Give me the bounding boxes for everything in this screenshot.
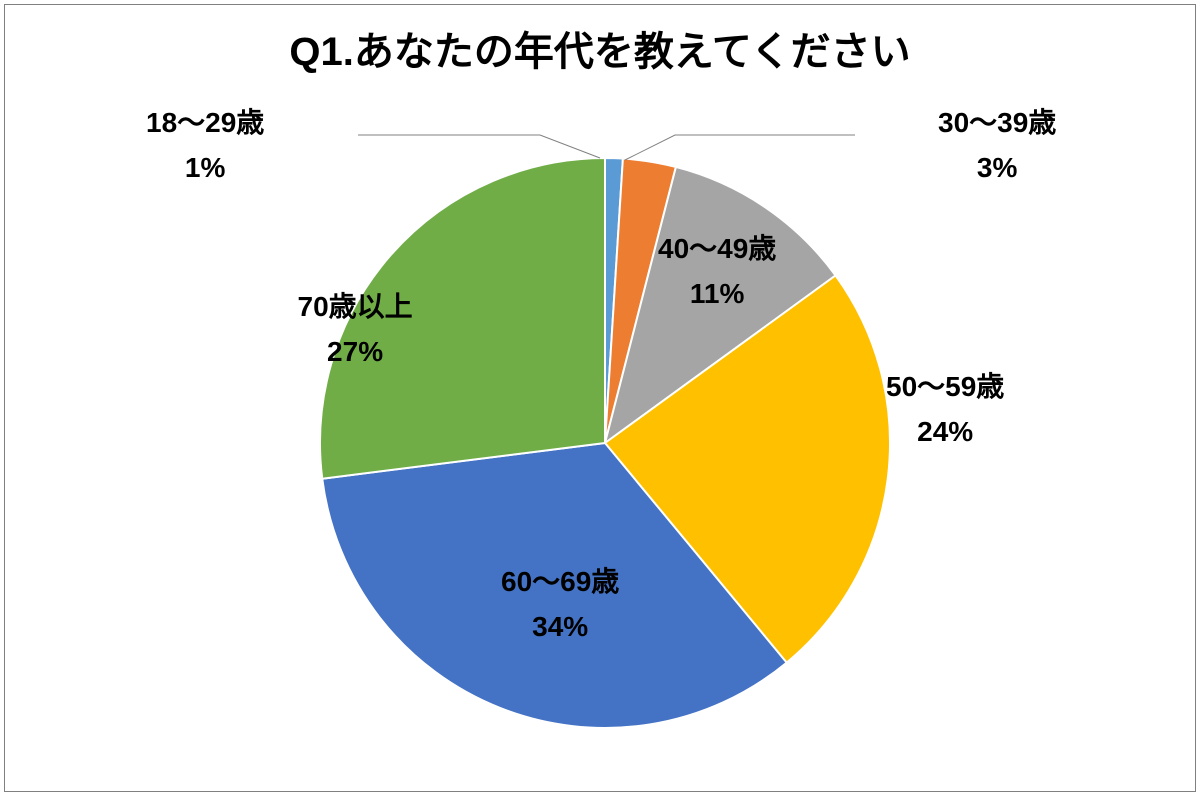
slice-category: 40～49歳 [658, 227, 776, 272]
slice-percent: 3% [938, 146, 1056, 191]
leader-line [358, 135, 600, 158]
slice-percent: 24% [886, 410, 1004, 455]
slice-category: 30～39歳 [938, 101, 1056, 146]
slice-label: 40～49歳11% [658, 227, 776, 317]
slice-category: 50～59歳 [886, 365, 1004, 410]
slice-percent: 27% [298, 330, 413, 375]
leader-line [625, 135, 855, 160]
slice-percent: 11% [658, 272, 776, 317]
chart-frame: Q1.あなたの年代を教えてください 18～29歳1%30～39歳3%40～49歳… [4, 4, 1196, 792]
slice-label: 18～29歳1% [146, 101, 264, 191]
slice-label: 70歳以上27% [298, 285, 413, 375]
slice-percent: 34% [501, 605, 619, 650]
slice-category: 60～69歳 [501, 560, 619, 605]
slice-category: 70歳以上 [298, 285, 413, 330]
slice-category: 18～29歳 [146, 101, 264, 146]
slice-percent: 1% [146, 146, 264, 191]
slice-label: 30～39歳3% [938, 101, 1056, 191]
slice-label: 50～59歳24% [886, 365, 1004, 455]
slice-label: 60～69歳34% [501, 560, 619, 650]
